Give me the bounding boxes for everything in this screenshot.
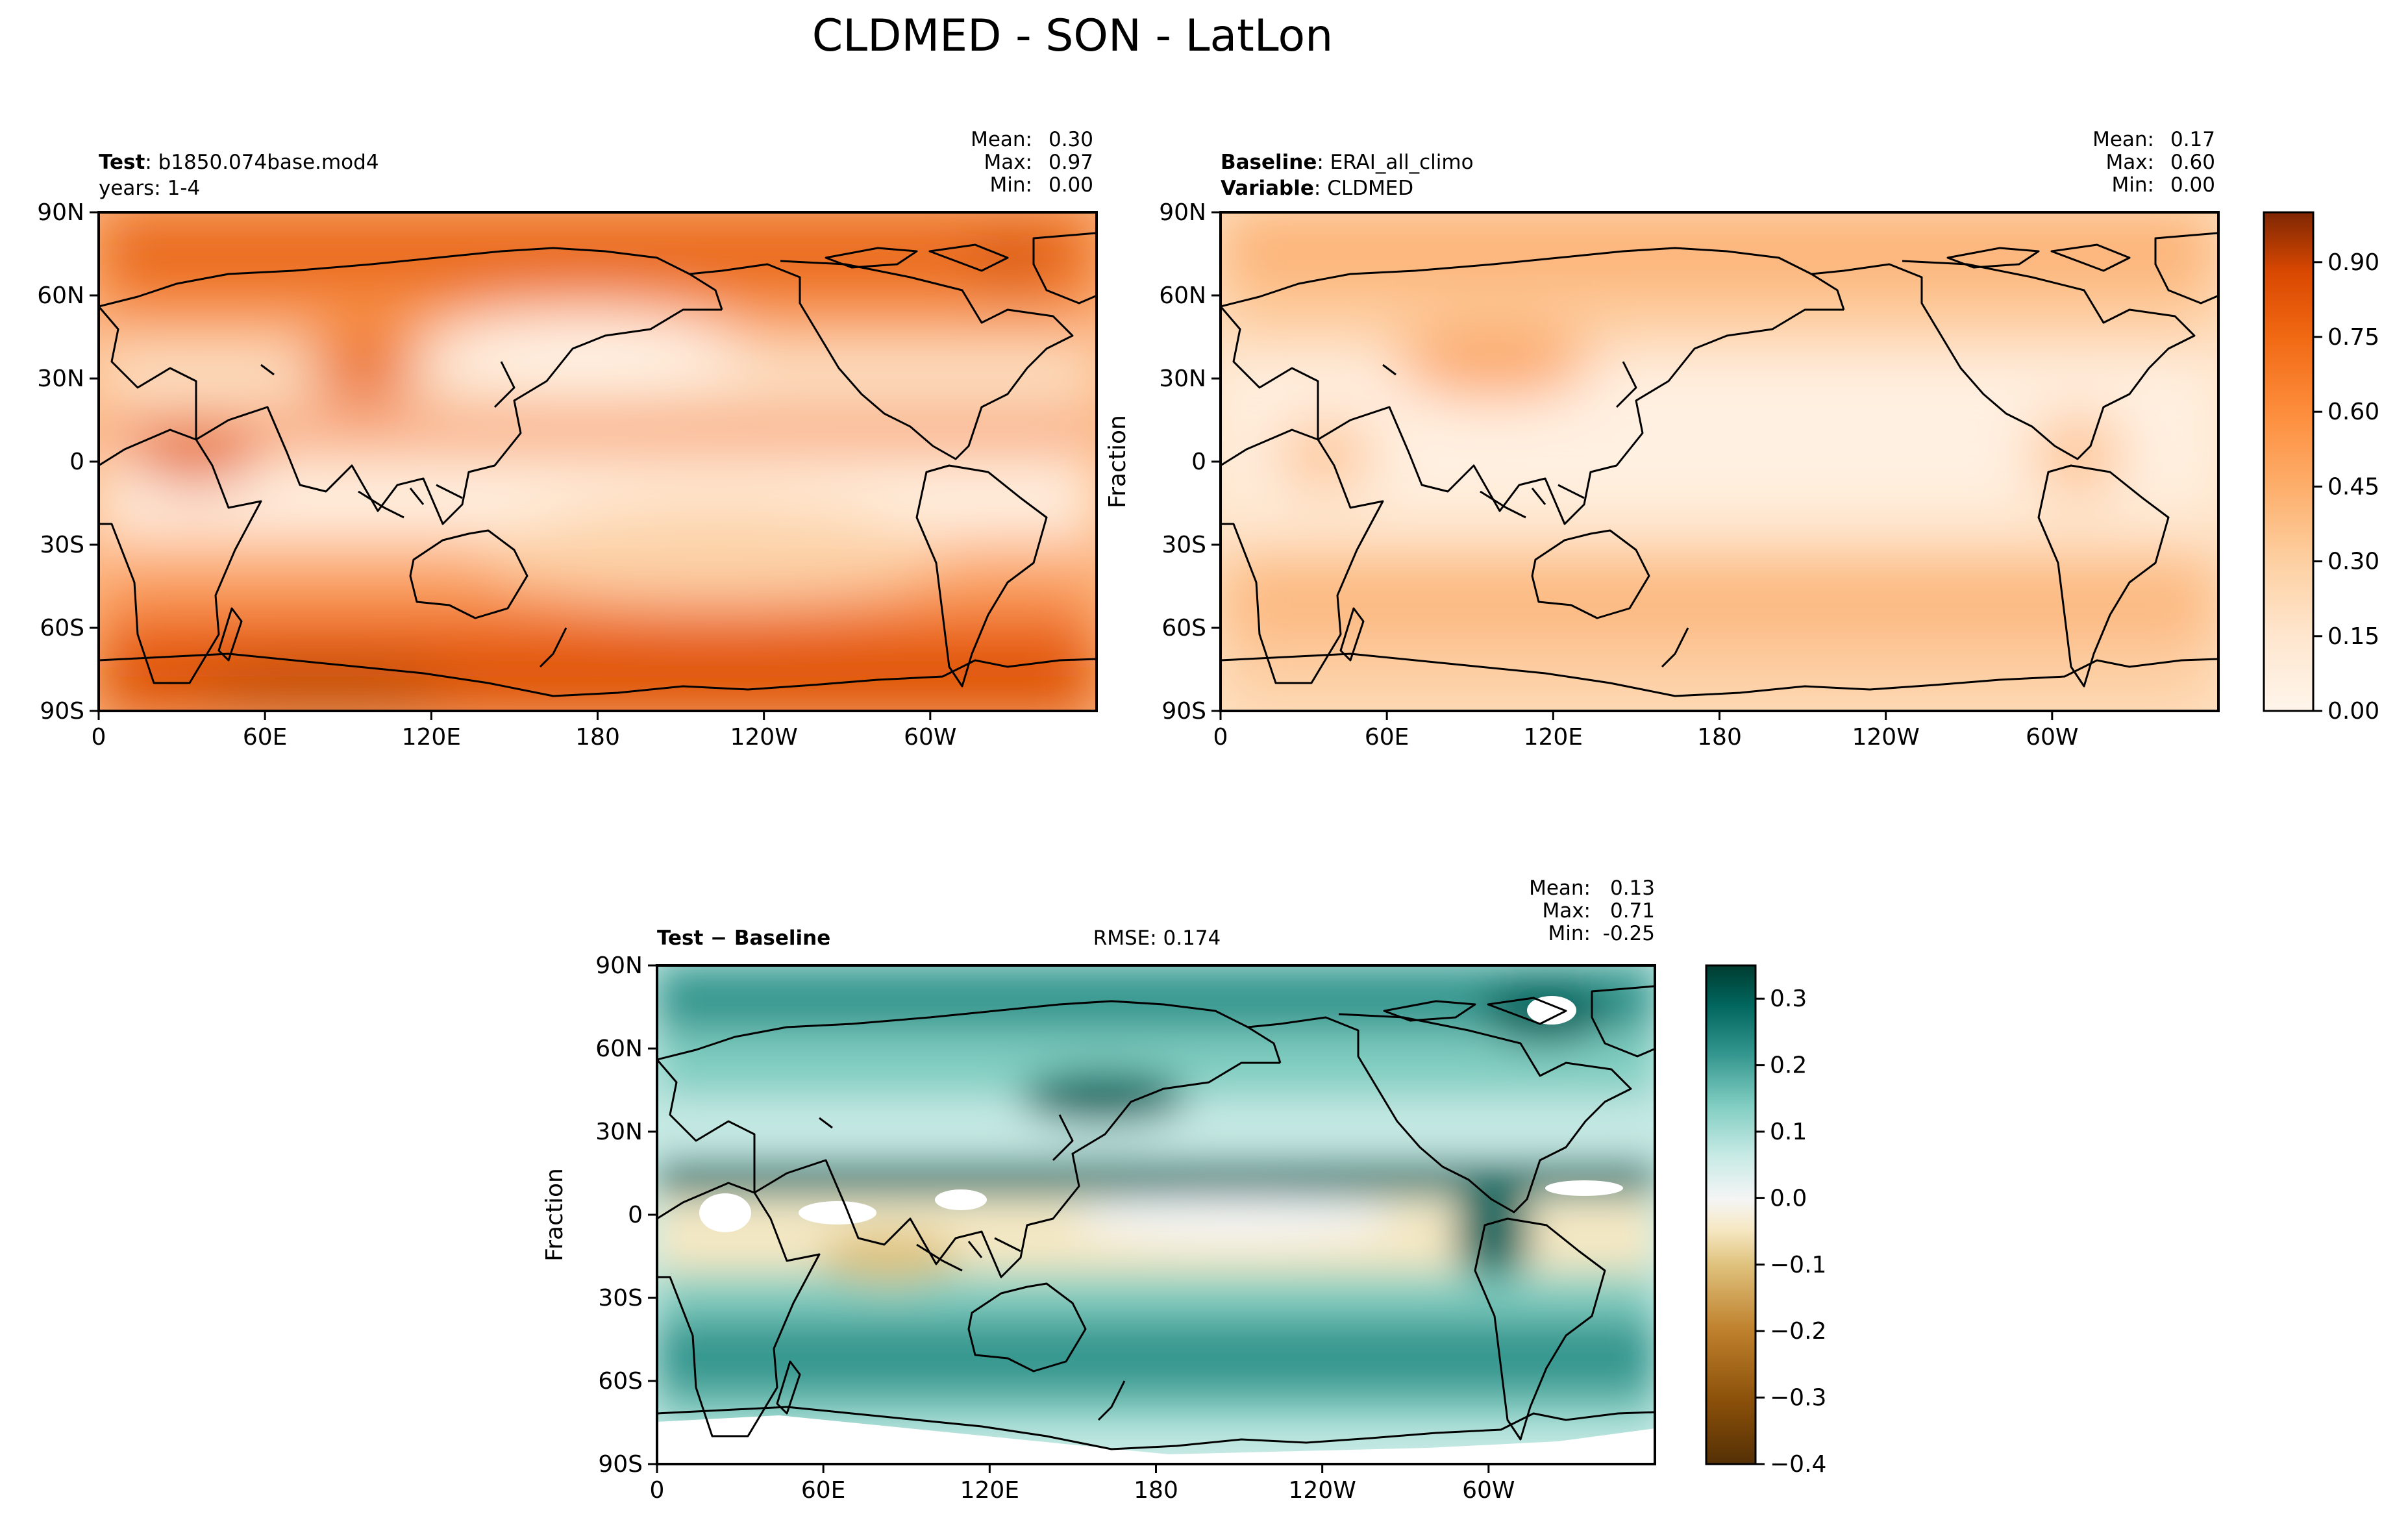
x-tick-label: 180 [1697, 724, 1742, 751]
panel-difference-ylabel: Fraction [541, 1168, 568, 1262]
stat-max-value: 0.97 [1049, 151, 1093, 174]
stat-min-label: Min: [1548, 922, 1591, 945]
panel-test-axes: 0 60E 120E 180 120W 60W 90N 60N 30N 0 30S 60S 90S [37, 199, 956, 751]
x-tick-label: 120E [1524, 724, 1583, 751]
y-tick-label: 90S [598, 1451, 643, 1478]
stat-min-value: 0.00 [1049, 173, 1093, 197]
colorbar-tick-label: 0.15 [2327, 623, 2379, 650]
x-tick-label: 60W [904, 724, 956, 751]
x-tick-label: 60E [243, 724, 288, 751]
panel-test-stats: Mean: 0.30 Max: 0.97 Min: 0.00 [971, 128, 1093, 197]
y-tick-label: 60N [1159, 282, 1206, 309]
y-tick-label: 0 [628, 1202, 643, 1228]
colorbar-tick-label: 0.75 [2327, 324, 2379, 351]
panel-test-header-line1: Test: b1850.074base.mod4 [99, 151, 379, 174]
panel-baseline-stats: Mean: 0.17 Max: 0.60 Min: 0.00 [2092, 128, 2215, 197]
y-tick-label: 30S [1161, 532, 1206, 558]
stat-mean-label: Mean: [1529, 876, 1591, 900]
stat-mean-value: 0.17 [2170, 128, 2215, 151]
panel-baseline-ylabel: Fraction [1104, 415, 1131, 508]
panel-difference-stats: Mean: 0.13 Max: 0.71 Min: -0.25 [1529, 876, 1655, 945]
panel-difference-rmse: RMSE: 0.174 [1093, 926, 1221, 950]
y-tick-label: 30S [40, 532, 84, 558]
panel-test-map [99, 212, 1097, 711]
y-tick-label: 90N [595, 952, 643, 979]
colorbar-tick-label: −0.1 [1770, 1252, 1826, 1278]
x-tick-label: 60W [1462, 1477, 1515, 1504]
x-tick-label: 120E [960, 1477, 1019, 1504]
colorbar-oranges: 0.00 0.15 0.30 0.45 0.60 0.75 0.90 [2263, 211, 2379, 725]
panel-baseline: Baseline: ERAI_all_climo Variable: CLDME… [1104, 128, 2220, 751]
x-tick-label: 180 [1134, 1477, 1178, 1504]
colorbar-tick-label: −0.4 [1770, 1451, 1826, 1478]
stat-max-label: Max: [2105, 151, 2154, 174]
x-tick-label: 60E [801, 1477, 846, 1504]
y-tick-label: 90S [40, 698, 84, 725]
stat-max-value: 0.60 [2170, 151, 2215, 174]
y-tick-label: 0 [69, 449, 84, 475]
colorbar-tick-label: −0.3 [1770, 1385, 1826, 1411]
panel-difference: Test − Baseline RMSE: 0.174 Mean: 0.13 M… [541, 876, 1656, 1504]
stat-max-label: Max: [1542, 899, 1591, 923]
colorbar-tick-label: 0.2 [1770, 1052, 1807, 1079]
colorbar-tick-label: 0.1 [1770, 1119, 1807, 1145]
x-tick-label: 60W [2026, 724, 2078, 751]
colorbar-tick-label: 0.0 [1770, 1185, 1807, 1212]
y-tick-label: 60N [595, 1036, 643, 1062]
x-tick-label: 0 [92, 724, 106, 751]
panel-baseline-axes: 0 60E 120E 180 120W 60W 90N 60N 30N 0 30S 60S 90S [1159, 199, 2078, 751]
x-tick-label: 120W [1852, 724, 1920, 751]
panel-baseline-header-line1: Baseline: ERAI_all_climo [1221, 151, 1474, 174]
stat-min-value: 0.00 [2170, 173, 2215, 197]
panel-baseline-map [1221, 212, 2218, 711]
x-tick-label: 120W [1289, 1477, 1356, 1504]
y-tick-label: 60S [40, 615, 84, 641]
stat-mean-label: Mean: [2092, 128, 2154, 151]
x-tick-label: 120W [730, 724, 798, 751]
y-tick-label: 30S [598, 1285, 643, 1311]
x-tick-label: 60E [1365, 724, 1409, 751]
stat-mean-value: 0.13 [1610, 876, 1655, 900]
colorbar-tick-label: 0.00 [2327, 698, 2379, 725]
stat-mean-label: Mean: [971, 128, 1032, 151]
colorbar-tick-label: 0.3 [1770, 986, 1807, 1012]
colorbar-tick-label: −0.2 [1770, 1318, 1826, 1345]
panel-baseline-header-line2: Variable: CLDMED [1221, 177, 1413, 200]
y-tick-label: 60N [37, 282, 84, 309]
y-tick-label: 60S [598, 1368, 643, 1395]
panel-difference-axes: 0 60E 120E 180 120W 60W 90N 60N 30N 0 30S 60S 90S [595, 952, 1515, 1504]
y-tick-label: 30N [37, 366, 84, 392]
figure-title: CLDMED - SON - LatLon [812, 10, 1333, 62]
panel-test: Test: b1850.074base.mod4 years: 1-4 Mean… [37, 128, 1098, 751]
colorbar-tick-label: 0.30 [2327, 549, 2379, 575]
panel-test-header-line2: years: 1-4 [99, 177, 200, 200]
colorbar-brbg: 0.3 0.2 0.1 0.0 −0.1 −0.2 −0.3 −0.4 [1705, 964, 1826, 1478]
panel-difference-header: Test − Baseline [657, 926, 830, 950]
y-tick-label: 30N [595, 1119, 643, 1145]
x-tick-label: 0 [650, 1477, 665, 1504]
stat-max-value: 0.71 [1610, 899, 1655, 923]
stat-min-value: -0.25 [1603, 922, 1655, 945]
panel-difference-map [657, 965, 1655, 1464]
y-tick-label: 60S [1161, 615, 1206, 641]
y-tick-label: 90S [1161, 698, 1206, 725]
y-tick-label: 90N [37, 199, 84, 226]
x-tick-label: 0 [1213, 724, 1228, 751]
y-tick-label: 90N [1159, 199, 1206, 226]
colorbar-tick-label: 0.60 [2327, 399, 2379, 425]
y-tick-label: 30N [1159, 366, 1206, 392]
stat-min-label: Min: [990, 173, 1032, 197]
colorbar-tick-label: 0.90 [2327, 249, 2379, 276]
x-tick-label: 120E [402, 724, 461, 751]
stat-mean-value: 0.30 [1049, 128, 1093, 151]
y-tick-label: 0 [1191, 449, 1206, 475]
colorbar-tick-label: 0.45 [2327, 473, 2379, 500]
stat-min-label: Min: [2112, 173, 2154, 197]
x-tick-label: 180 [575, 724, 620, 751]
stat-max-label: Max: [984, 151, 1032, 174]
